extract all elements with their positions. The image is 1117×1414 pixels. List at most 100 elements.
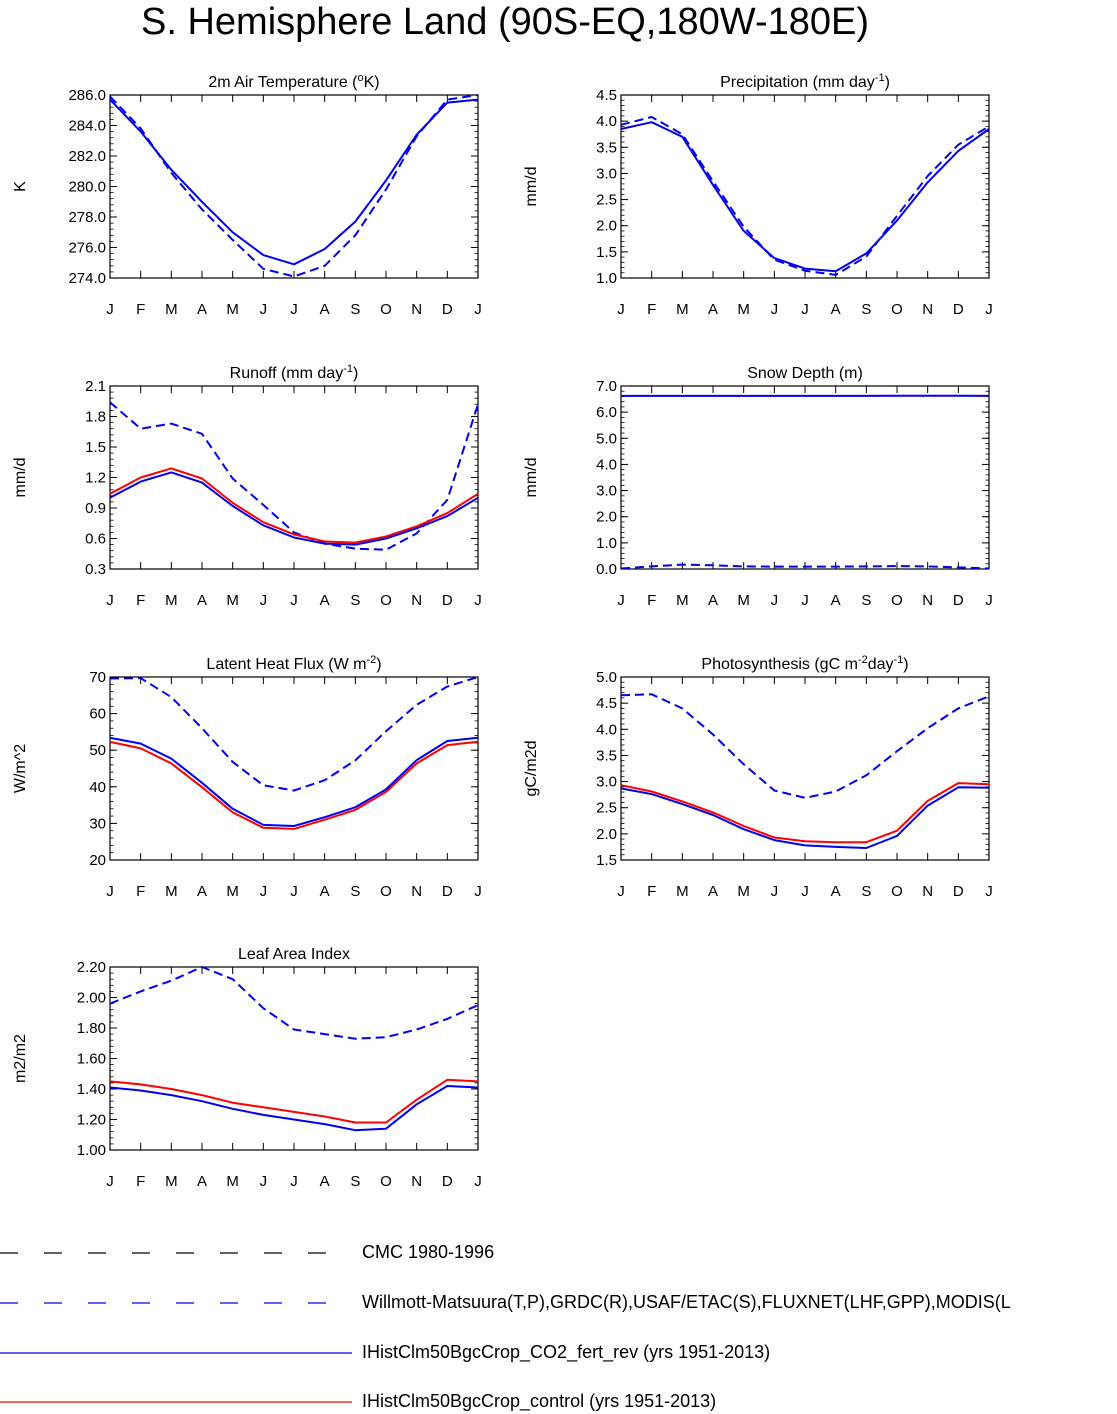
x-tick-label: J xyxy=(617,301,625,318)
series-line-1 xyxy=(109,1078,479,1124)
y-tick-label: 282.0 xyxy=(68,148,106,165)
y-tick-label: 280.0 xyxy=(68,179,106,196)
x-tick-label: N xyxy=(411,592,422,609)
x-tick-label: J xyxy=(290,1173,298,1190)
y-tick-label: 2.0 xyxy=(596,218,617,235)
y-tick-label: 5.0 xyxy=(596,430,617,447)
title-text: Snow Depth (m) xyxy=(747,365,863,382)
x-tick-label: F xyxy=(647,592,656,609)
series-line-0 xyxy=(620,116,990,276)
x-tick-label: D xyxy=(953,592,964,609)
y-tick-label: 274.0 xyxy=(68,270,106,287)
y-tick-label: 1.0 xyxy=(596,270,617,287)
y-tick-label: 60 xyxy=(89,706,106,723)
x-tick-label: S xyxy=(350,883,360,900)
x-tick-label: A xyxy=(320,301,330,318)
plot-frame xyxy=(620,94,990,279)
x-tick-label: M xyxy=(676,883,689,900)
x-tick-label: D xyxy=(442,1173,453,1190)
title-text: day xyxy=(868,656,894,673)
y-tick-label: 1.60 xyxy=(77,1051,106,1068)
title-superscript: -1 xyxy=(343,363,353,375)
x-tick-label: J xyxy=(985,883,993,900)
title-text: ) xyxy=(376,656,381,673)
x-tick-label: O xyxy=(891,883,903,900)
y-tick-label: 4.0 xyxy=(596,721,617,738)
y-tick-label: 0.0 xyxy=(596,561,617,578)
title-text: Photosynthesis (gC m xyxy=(701,656,858,673)
page-title: S. Hemisphere Land (90S-EQ,180W-180E) xyxy=(141,1,869,43)
title-text: 2m Air Temperature ( xyxy=(208,74,358,91)
title-text: K) xyxy=(364,74,380,91)
x-tick-label: J xyxy=(617,592,625,609)
series-line-0 xyxy=(620,693,990,799)
title-superscript: -2 xyxy=(366,654,376,666)
title-text: Leaf Area Index xyxy=(238,946,350,963)
x-tick-label: A xyxy=(320,592,330,609)
x-tick-label: D xyxy=(442,883,453,900)
y-tick-label: 2.0 xyxy=(596,509,617,526)
x-tick-label: O xyxy=(380,1173,392,1190)
y-tick-label: 50 xyxy=(89,742,106,759)
y-tick-label: 1.0 xyxy=(596,535,617,552)
chart-panel-2: 0.3 0.6 0.9 1.2 1.5 1.8 2.1 J F M A M J J A S O N D J Runoff… xyxy=(12,363,482,609)
x-tick-label: D xyxy=(953,301,964,318)
y-tick-label: 20 xyxy=(89,852,106,869)
series-line-1 xyxy=(109,467,479,544)
x-tick-label: J xyxy=(106,301,114,318)
y-tick-label: 4.5 xyxy=(596,695,617,712)
plot-frame xyxy=(109,676,479,861)
y-tick-label: 3.0 xyxy=(596,165,617,182)
x-tick-label: J xyxy=(260,1173,268,1190)
y-axis-label: mm/d xyxy=(12,458,29,498)
panel-title: Runoff (mm day-1) xyxy=(230,363,359,382)
series-line-0 xyxy=(109,676,479,792)
x-tick-label: J xyxy=(260,883,268,900)
y-tick-label: 4.0 xyxy=(596,113,617,130)
title-superscript: -1 xyxy=(893,654,903,666)
series-line-1 xyxy=(620,121,990,273)
y-tick-label: 3.0 xyxy=(596,774,617,791)
x-tick-label: M xyxy=(737,592,750,609)
x-tick-label: S xyxy=(350,592,360,609)
y-tick-label: 0.3 xyxy=(85,561,106,578)
x-tick-label: J xyxy=(290,592,298,609)
y-tick-label: 1.40 xyxy=(77,1081,106,1098)
x-tick-label: M xyxy=(165,301,178,318)
x-tick-label: A xyxy=(197,592,207,609)
chart-panels: 274.0 276.0 278.0 280.0 282.0 284.0 286.0 J F M A M… xyxy=(12,72,993,1190)
x-tick-label: D xyxy=(442,301,453,318)
chart-panel-1: 1.0 1.5 2.0 2.5 3.0 3.5 4.0 4.5 J F M A M J J A S O N D J Pre… xyxy=(523,72,993,318)
x-tick-label: F xyxy=(136,1173,145,1190)
panel-title: 2m Air Temperature (oK) xyxy=(208,72,379,91)
x-tick-label: A xyxy=(197,1173,207,1190)
x-tick-label: S xyxy=(861,592,871,609)
y-tick-label: 7.0 xyxy=(596,378,617,395)
y-tick-label: 30 xyxy=(89,815,106,832)
x-tick-label: F xyxy=(647,301,656,318)
series-line-2 xyxy=(109,471,479,546)
legend-label-co2-fert: IHistClm50BgcCrop_CO2_fert_rev (yrs 1951… xyxy=(362,1342,771,1362)
y-axis-label: mm/d xyxy=(523,167,540,207)
x-tick-label: J xyxy=(260,301,268,318)
x-tick-label: A xyxy=(708,592,718,609)
title-text: Precipitation (mm day xyxy=(720,74,875,91)
x-tick-label: J xyxy=(106,883,114,900)
x-tick-label: J xyxy=(290,883,298,900)
panel-title: Precipitation (mm day-1) xyxy=(720,72,890,91)
x-tick-label: M xyxy=(737,883,750,900)
series-line-0 xyxy=(109,401,479,551)
y-axis-label: gC/m2d xyxy=(523,740,540,796)
y-tick-label: 2.1 xyxy=(85,378,106,395)
x-tick-label: A xyxy=(831,301,841,318)
x-tick-label: N xyxy=(922,883,933,900)
x-tick-label: A xyxy=(320,883,330,900)
x-tick-label: O xyxy=(891,301,903,318)
y-tick-label: 276.0 xyxy=(68,240,106,257)
x-tick-label: J xyxy=(290,301,298,318)
plot-frame xyxy=(620,385,990,570)
series-line-0 xyxy=(109,966,479,1040)
panel-title: Leaf Area Index xyxy=(238,946,350,963)
series-line-0 xyxy=(620,563,990,570)
x-tick-label: F xyxy=(647,883,656,900)
